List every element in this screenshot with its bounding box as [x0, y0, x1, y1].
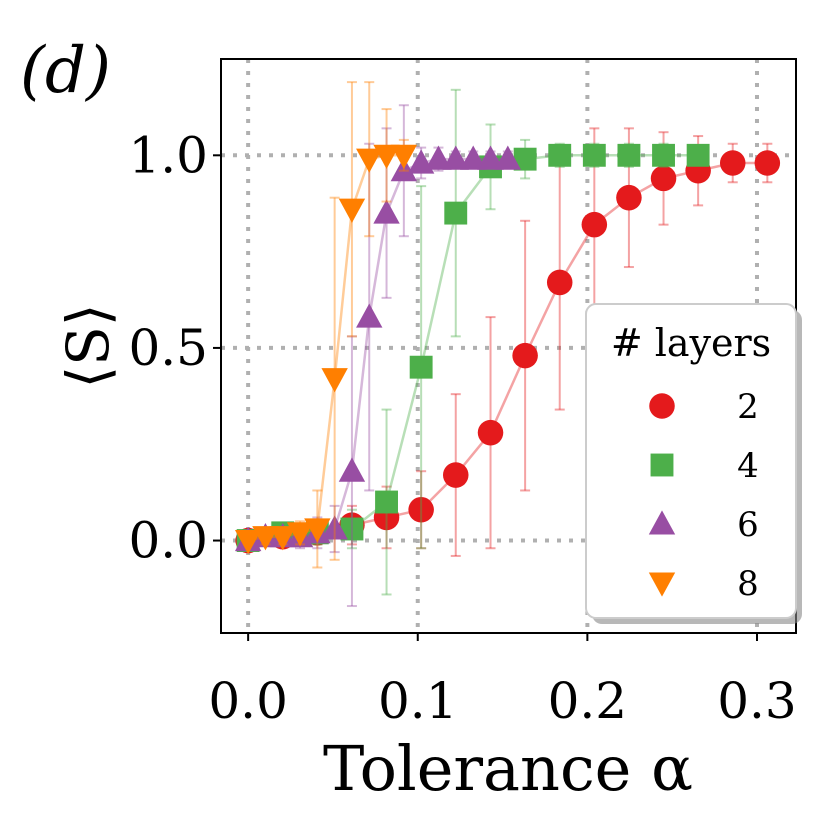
- panel-label: (d): [20, 34, 111, 108]
- legend-title: # layers: [611, 321, 771, 365]
- data-point: [754, 150, 781, 176]
- data-point: [338, 457, 366, 482]
- data-point: [390, 157, 418, 182]
- data-point: [321, 368, 348, 393]
- data-point: [617, 143, 641, 167]
- data-point: [652, 143, 675, 167]
- data-point: [304, 518, 331, 543]
- data-point: [269, 526, 296, 551]
- data-point: [286, 522, 314, 547]
- data-point: [373, 199, 400, 224]
- data-point: [460, 145, 487, 170]
- data-point: [234, 529, 262, 555]
- data-point: [390, 144, 418, 169]
- x-axis-label: Tolerance α: [323, 732, 693, 805]
- data-point: [252, 526, 279, 551]
- data-point: [444, 201, 468, 225]
- y-axis-label: ⟨S⟩: [54, 304, 122, 389]
- x-tick-label: 0.2: [548, 672, 628, 730]
- data-point: [512, 342, 538, 369]
- data-point: [356, 303, 383, 328]
- data-point: [375, 490, 398, 514]
- data-point: [686, 143, 710, 167]
- data-point: [356, 148, 383, 173]
- legend-label: 6: [737, 505, 759, 545]
- data-point: [616, 184, 642, 211]
- y-tick-label: 0.0: [128, 512, 208, 570]
- x-tick-label: 0.3: [717, 672, 797, 730]
- data-point: [338, 198, 366, 223]
- ticks: 0.0 0.1 0.2 0.3 0.0 0.5 1.0: [128, 126, 796, 730]
- data-point: [719, 150, 746, 176]
- legend-label: 2: [737, 387, 759, 427]
- data-point: [442, 462, 469, 488]
- data-point: [442, 145, 469, 170]
- data-point: [477, 419, 504, 446]
- data-point: [425, 145, 452, 170]
- series-8-layers: [234, 81, 418, 569]
- data-point: [582, 143, 606, 167]
- series-line: [247, 157, 508, 542]
- legend-box: [585, 303, 797, 619]
- data-point: [477, 145, 504, 170]
- legend-marker: [649, 393, 675, 419]
- data-point: [373, 144, 400, 169]
- series-line: [247, 154, 404, 542]
- data-point: [581, 211, 608, 238]
- data-point: [650, 165, 677, 192]
- x-tick-label: 0.1: [378, 672, 458, 730]
- data-point: [408, 496, 434, 523]
- legend-marker: [648, 572, 676, 597]
- y-tick-label: 1.0: [128, 126, 208, 184]
- series-layer: [234, 81, 781, 608]
- legend-marker: [648, 510, 676, 535]
- legend-label: 4: [737, 446, 759, 486]
- data-point: [494, 145, 522, 170]
- data-point: [409, 355, 433, 379]
- legend-label: 8: [737, 564, 759, 604]
- x-tick-label: 0.0: [208, 672, 288, 730]
- data-point: [546, 269, 573, 296]
- legend-marker: [650, 453, 674, 477]
- legend-entries: 2 4 6 8: [648, 387, 759, 604]
- data-point: [548, 143, 572, 167]
- legend: # layers 2 4 6 8: [585, 303, 802, 624]
- y-tick-label: 0.5: [128, 319, 208, 377]
- data-point: [513, 147, 537, 171]
- data-point: [321, 515, 348, 540]
- data-point: [340, 517, 364, 541]
